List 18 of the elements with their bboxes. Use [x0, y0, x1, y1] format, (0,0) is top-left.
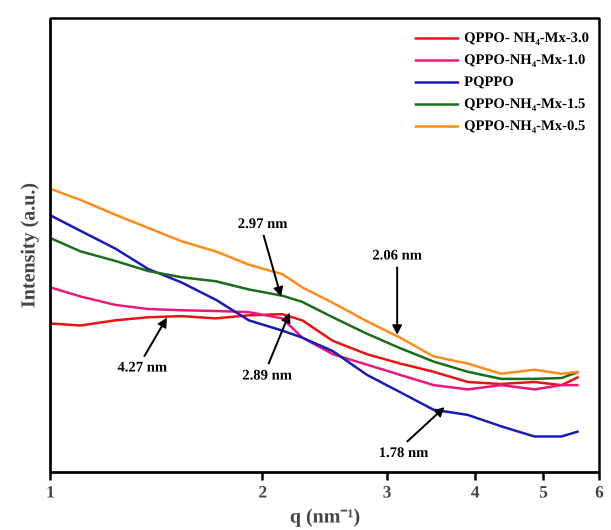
annotation: 1.78 nm [378, 444, 428, 461]
legend-label: PQPPO [464, 74, 514, 90]
annotation: 2.97 nm [238, 216, 288, 232]
x-tick-label: 4 [470, 482, 480, 502]
x-axis-title: q (nm⁻¹) [290, 506, 360, 528]
annotation: 2.89 nm [242, 367, 292, 384]
x-tick-label: 2 [258, 482, 268, 502]
annotation: 4.27 nm [117, 360, 168, 376]
y-axis-title: Intensity (a.u.) [18, 182, 40, 308]
annotation: 2.06 nm [372, 248, 422, 264]
legend-label: QPPO-NH₄-Mx-0.5 [464, 118, 586, 134]
x-tick-label: 5 [539, 482, 548, 502]
x-tick-label: 6 [595, 482, 604, 502]
x-tick-label: 1 [46, 482, 55, 502]
legend-label: QPPO- NH₄-Mx-3.0 [464, 30, 589, 46]
x-tick-label: 3 [382, 482, 392, 502]
legend-label: QPPO-NH₄-Mx-1.5 [464, 96, 586, 112]
legend-label: QPPO-NH₄-Mx-1.0 [464, 52, 586, 68]
